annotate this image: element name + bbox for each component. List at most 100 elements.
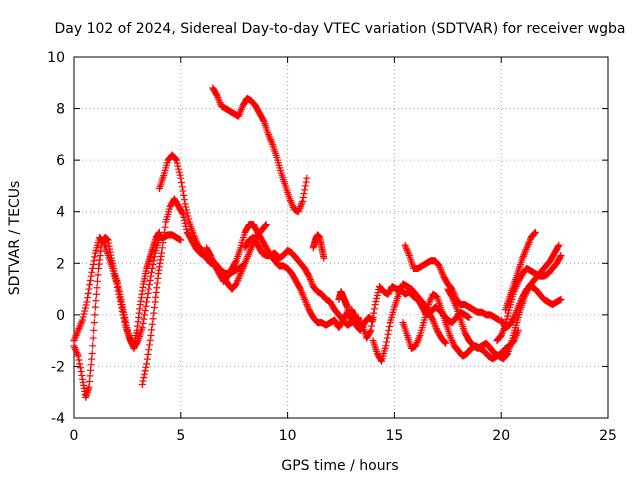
data-point <box>286 195 294 203</box>
data-point-trail <box>415 333 423 341</box>
data-point <box>303 174 311 182</box>
data-point-trail <box>180 191 188 199</box>
data-point-trail <box>449 338 457 346</box>
data-point-trail <box>180 213 188 221</box>
data-point-trail <box>144 289 152 297</box>
data-point-trail <box>373 292 381 300</box>
data-point <box>401 241 409 249</box>
data-point-trail <box>298 199 306 207</box>
data-point-trail <box>91 311 99 319</box>
data-series <box>369 280 450 365</box>
data-point <box>87 272 95 280</box>
data-point-trail <box>524 240 532 248</box>
data-point-trail <box>94 271 102 279</box>
data-point-trail <box>437 267 445 275</box>
data-point-trail <box>141 367 149 375</box>
data-point-trail <box>438 269 446 277</box>
data-point-trail <box>233 278 241 286</box>
data-point-trail <box>308 279 316 287</box>
data-point-trail <box>148 264 156 272</box>
data-point-trail <box>182 206 190 214</box>
data-point-trail <box>71 344 79 352</box>
data-point-trail <box>181 219 189 227</box>
data-point-trail <box>192 236 200 244</box>
data-point-trail <box>81 304 89 312</box>
data-point-trail <box>89 261 97 269</box>
data-series <box>70 231 185 352</box>
data-point-trail <box>368 318 376 326</box>
data-point <box>519 254 527 262</box>
data-point-trail <box>171 154 179 162</box>
data-point-trail <box>71 345 79 353</box>
data-point-trail <box>301 182 309 190</box>
data-point-trail <box>82 301 90 309</box>
y-tick-label: -4 <box>51 411 65 427</box>
data-point-trail <box>93 284 101 292</box>
data-point-trail <box>300 294 308 302</box>
data-point <box>367 326 375 334</box>
data-point <box>305 272 313 280</box>
data-point-trail <box>395 289 403 297</box>
data-point-trail <box>99 238 107 246</box>
data-point-trail <box>146 276 154 284</box>
data-point-trail <box>141 307 149 315</box>
data-point-trail <box>215 97 223 105</box>
data-point-trail <box>447 292 455 300</box>
data-point <box>74 326 82 334</box>
data-point-trail <box>530 230 538 238</box>
data-point <box>412 342 420 350</box>
data-point-trail <box>403 245 411 253</box>
data-point-trail <box>74 328 82 336</box>
data-point-trail <box>93 277 101 285</box>
data-point-trail <box>76 323 84 331</box>
data-point-trail <box>142 302 150 310</box>
data-point-trail <box>174 162 182 170</box>
data-point-trail <box>81 307 89 315</box>
data-point-trail <box>191 234 199 242</box>
data-point-trail <box>92 290 100 298</box>
data-point-trail <box>524 242 532 250</box>
data-point-trail <box>383 338 391 346</box>
data-point-trail <box>370 305 378 313</box>
data-point-trail <box>396 287 404 295</box>
data-point-trail <box>139 319 147 327</box>
data-series <box>501 228 539 314</box>
data-point-trail <box>307 277 315 285</box>
data-point-trail <box>385 322 393 330</box>
data-point <box>207 252 215 260</box>
data-point-trail <box>239 263 247 271</box>
data-point-trail <box>160 228 168 236</box>
data-point-trail <box>76 364 84 372</box>
data-point-trail <box>121 318 129 326</box>
data-series <box>497 282 565 332</box>
data-point-trail <box>149 315 157 323</box>
data-point-trail <box>303 301 311 309</box>
data-point-trail <box>210 258 218 266</box>
data-point-trail <box>426 297 434 305</box>
data-point-trail <box>242 256 250 264</box>
data-point-trail <box>143 355 151 363</box>
data-point-trail <box>72 331 80 339</box>
data-point-trail <box>206 250 214 258</box>
data-point-trail <box>295 206 303 214</box>
data-point-trail <box>515 301 523 309</box>
data-point-trail <box>440 338 448 346</box>
data-point-trail <box>140 370 148 378</box>
data-point-trail <box>520 251 528 259</box>
data-point-trail <box>192 238 200 246</box>
data-point-trail <box>370 309 378 317</box>
data-point-trail <box>518 295 526 303</box>
data-point-trail <box>237 105 245 113</box>
data-point-trail <box>133 338 141 346</box>
data-point-trail <box>262 221 270 229</box>
data-point-trail <box>247 244 255 252</box>
data-point-trail <box>173 159 181 167</box>
data-point-trail <box>296 284 304 292</box>
x-tick-label: 10 <box>279 428 297 444</box>
data-point-trail <box>521 249 529 257</box>
data-point <box>88 350 96 358</box>
data-point-trail <box>90 319 98 327</box>
data-point-trail <box>158 244 166 252</box>
data-point-trail <box>374 289 382 297</box>
data-point-trail <box>91 253 99 261</box>
